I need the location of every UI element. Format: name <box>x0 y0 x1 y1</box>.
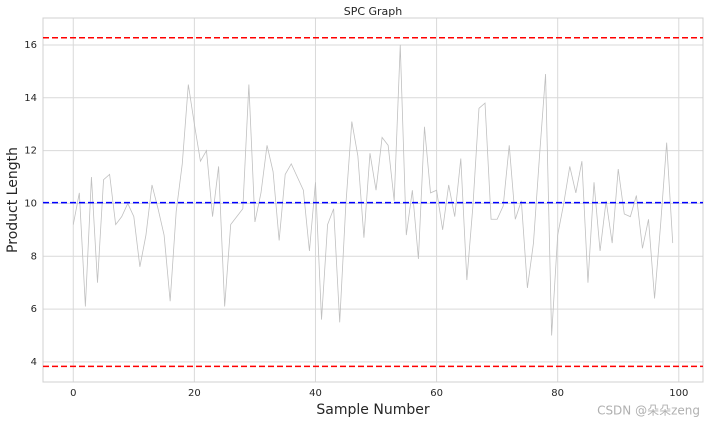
x-axis-label: Sample Number <box>316 402 429 418</box>
watermark: CSDN @朵朵zeng <box>597 404 700 418</box>
y-tick-label: 10 <box>24 198 37 209</box>
y-axis-label: Product Length <box>5 147 21 253</box>
y-tick-label: 6 <box>31 304 37 315</box>
y-tick-label: 14 <box>24 93 37 104</box>
y-tick-label: 8 <box>31 251 37 262</box>
x-tick-label: 20 <box>188 388 201 399</box>
x-tick-label: 0 <box>70 388 76 399</box>
data-line <box>72 44 674 336</box>
x-tick-label: 40 <box>309 388 322 399</box>
y-tick-label: 4 <box>31 357 37 368</box>
plot-frame <box>42 17 704 383</box>
x-tick-label: 80 <box>551 388 564 399</box>
x-tick-label: 100 <box>669 388 688 399</box>
x-tick-label: 60 <box>430 388 443 399</box>
y-tick-label: 16 <box>24 40 37 51</box>
y-tick-label: 12 <box>24 146 37 157</box>
chart-title: SPC Graph <box>344 5 403 18</box>
